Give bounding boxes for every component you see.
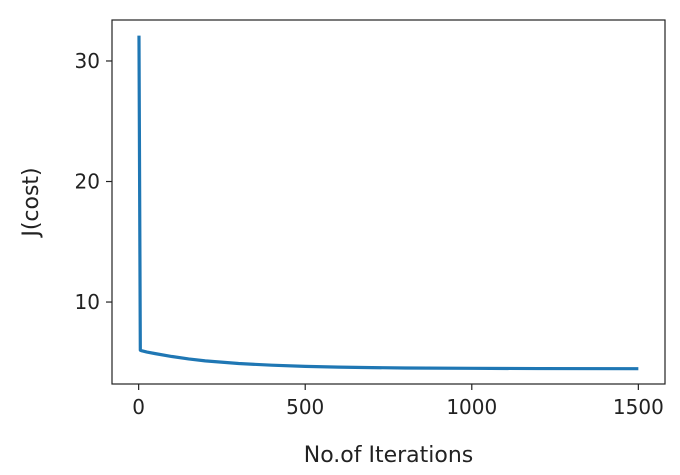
y-tick-label: 30 (75, 49, 100, 73)
x-tick-label: 500 (286, 395, 324, 419)
y-tick-label: 20 (75, 170, 100, 194)
y-axis-label: J(cost) (19, 167, 44, 238)
x-tick-label: 1000 (446, 395, 497, 419)
x-axis-ticks: 0 500 1000 1500 (132, 384, 664, 419)
y-tick-label: 10 (75, 290, 100, 314)
x-tick-label: 1500 (613, 395, 664, 419)
plot-area (111, 19, 666, 385)
x-axis-label: No.of Iterations (304, 443, 474, 468)
y-axis-ticks: 10 20 30 (75, 49, 112, 314)
cost-series-line (137, 35, 639, 371)
x-tick-label: 0 (132, 395, 145, 419)
series-layer (137, 35, 639, 371)
